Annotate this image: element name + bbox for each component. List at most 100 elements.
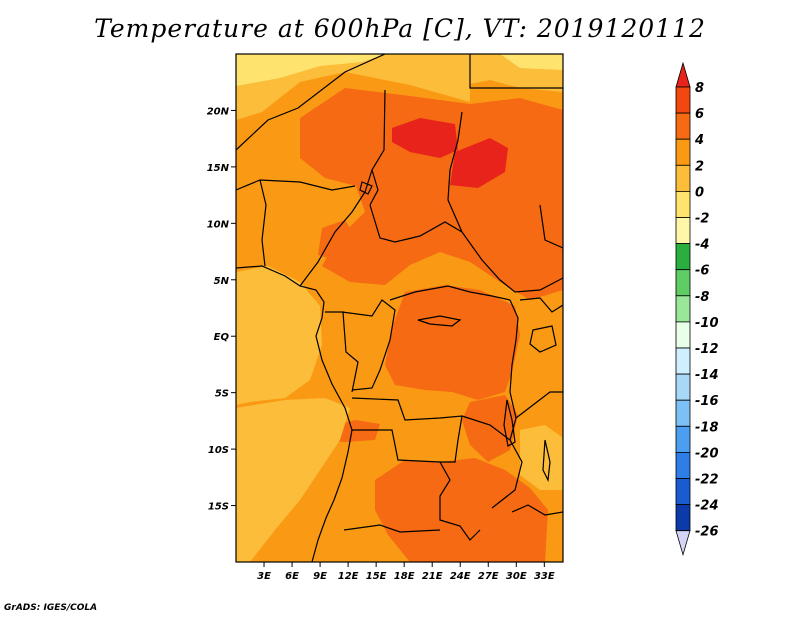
lon-tick-label: 21E [422, 571, 443, 582]
colorbar-segment [675, 295, 691, 323]
colorbar-label: -10 [695, 316, 719, 331]
lon-tick-label: 27E [478, 571, 499, 582]
longitude-axis: 3E 6E 9E 12E 15E 18E 21E 24E 27E 30E 33E [257, 562, 555, 582]
chart-title: Temperature at 600hPa [C], VT: 201912011… [94, 14, 706, 43]
country-borders [236, 54, 563, 562]
lat-tick-label: 5S [215, 389, 229, 400]
colorbar-label: -4 [695, 238, 709, 253]
field-west-4to6 [318, 220, 360, 262]
border-gabon [325, 311, 359, 393]
border-drc-south [351, 397, 481, 541]
colorbar-bottom-arrow [675, 530, 691, 557]
field-rift-4to6 [462, 395, 518, 462]
border-tanzania [515, 391, 563, 419]
colorbar-segment [675, 478, 691, 506]
colorbar-label: -26 [695, 525, 719, 540]
lon-tick-label: 3E [257, 571, 271, 582]
lake-chad [359, 181, 373, 195]
colorbar-label: -20 [695, 446, 719, 461]
border-angola [352, 429, 441, 463]
colorbar-segment [675, 190, 691, 218]
colorbar-segment [675, 138, 691, 166]
border-chad-car [369, 204, 463, 243]
field-coast-0to2 [236, 266, 322, 405]
colorbar-label: 6 [695, 107, 704, 122]
colorbar-label: -18 [695, 420, 719, 435]
lon-tick-label: 24E [450, 571, 471, 582]
colorbar-label: -24 [695, 499, 719, 514]
colorbar-segment [675, 243, 691, 271]
congo-river [417, 315, 462, 327]
field-sw-0to2 [236, 398, 350, 562]
colorbar-segment [675, 451, 691, 479]
colorbar-segment [675, 86, 691, 114]
colorbar-label: 4 [694, 133, 704, 148]
lake-victoria [529, 325, 557, 353]
colorbar-label: -14 [695, 368, 719, 383]
colorbar-label: 8 [695, 81, 704, 96]
colorbar-segment [675, 347, 691, 375]
field-south-4to6 [375, 458, 548, 562]
lon-tick-label: 15E [366, 571, 387, 582]
border-zambia [461, 415, 523, 509]
lake-malawi [542, 439, 551, 483]
border-namibia [343, 524, 441, 533]
colorbar-segment [675, 321, 691, 349]
field-chad-6to8 [392, 118, 458, 158]
border-nigeria-west [259, 179, 267, 267]
border-uganda-kenya [519, 297, 563, 313]
colorbar-segment [675, 269, 691, 297]
colorbar-segment [675, 112, 691, 140]
lat-tick-label: 20N [207, 106, 230, 117]
border-chad-sudan [447, 111, 463, 233]
lon-tick-label: 6E [285, 571, 299, 582]
colorbar-label: -2 [695, 212, 709, 227]
lon-tick-label: 12E [338, 571, 359, 582]
colorbar-label: -6 [695, 264, 709, 279]
colorbar-label: 2 [695, 159, 704, 174]
border-egypt [469, 54, 563, 89]
field-basin-4to6 [385, 285, 520, 400]
colorbar-label: -8 [695, 290, 709, 305]
coastline-west [236, 265, 353, 562]
colorbar-segment [675, 164, 691, 192]
temperature-field [236, 54, 563, 562]
colorbar-segment [675, 217, 691, 245]
field-se-0to2 [520, 425, 563, 490]
field-north-m2to0 [236, 54, 385, 86]
field-sudan-6to8 [450, 138, 508, 188]
colorbar-label: -16 [695, 394, 719, 409]
colorbar-segment [675, 373, 691, 401]
lon-tick-label: 33E [534, 571, 555, 582]
lat-tick-label: 15S [208, 502, 229, 513]
colorbar-top-arrow [675, 61, 691, 88]
border-car-drc [389, 285, 511, 301]
lat-tick-label: 10N [207, 219, 230, 230]
colorbar: 8 6 4 2 0 -2 -4 -6 -8 -10 -12 -14 -16 -18 -20 -22 -24 -26 [675, 61, 719, 557]
colorbar-segment [675, 504, 691, 532]
border-cameroon [299, 169, 373, 287]
lat-tick-label: 5N [214, 276, 230, 287]
colorbar-label: -12 [695, 342, 719, 357]
colorbar-label: 0 [695, 185, 704, 200]
field-ne-m2to0 [500, 54, 563, 70]
lon-tick-label: 9E [313, 571, 327, 582]
map-frame [235, 53, 564, 563]
border-nigeria-north [236, 179, 356, 191]
border-ethiopia [539, 204, 563, 249]
lon-tick-label: 18E [394, 571, 415, 582]
credit-label: GrADS: IGES/COLA [4, 603, 98, 613]
colorbar-label: -22 [695, 473, 719, 488]
lat-tick-label: 10S [208, 445, 229, 456]
border-sudan-south [461, 231, 563, 293]
border-congo [341, 299, 396, 391]
colorbar-segment [675, 425, 691, 453]
lon-tick-label: 30E [506, 571, 527, 582]
lat-tick-label: 15N [207, 163, 230, 174]
border-mozambique [511, 504, 563, 516]
field-sahel-4to6 [300, 88, 563, 300]
lake-tanganyika [503, 399, 516, 447]
latitude-axis: 20N 15N 10N 5N EQ 5S 10S 15S [207, 106, 236, 513]
border-libya-chad [236, 54, 386, 151]
